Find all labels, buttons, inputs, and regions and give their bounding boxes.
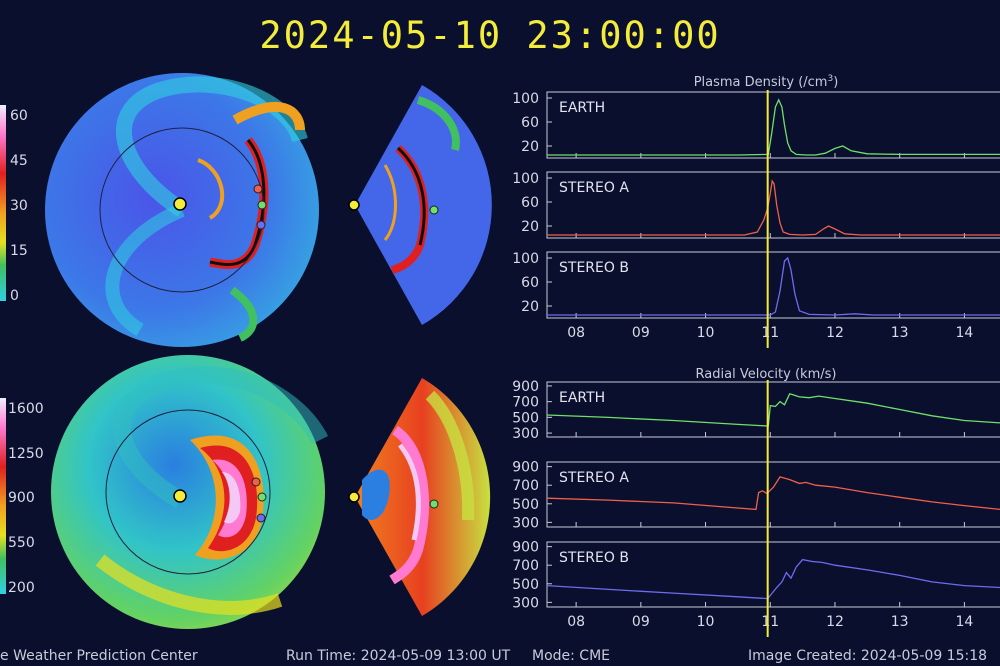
x-tick-label: 10 — [697, 614, 715, 630]
y-tick-label: 300 — [512, 595, 539, 611]
footer-image-created: Image Created: 2024-05-09 15:18 — [748, 648, 988, 664]
y-tick-label: 20 — [521, 139, 539, 155]
density-colorbar-tick: 0 — [10, 288, 19, 304]
x-tick-label: 10 — [697, 325, 715, 341]
y-tick-label: 300 — [512, 515, 539, 531]
y-tick-label: 20 — [521, 299, 539, 315]
y-tick-label: 60 — [521, 115, 539, 131]
sun-marker — [348, 491, 360, 503]
velocity-polar-map — [51, 355, 329, 629]
x-tick-label: 09 — [632, 614, 650, 630]
x-tick-label: 13 — [891, 614, 909, 630]
panel-frame — [546, 381, 1000, 438]
density-colorbar — [0, 105, 6, 301]
x-tick-label: 14 — [955, 325, 973, 341]
stereo-a-marker — [251, 477, 261, 487]
y-tick-label: 100 — [512, 91, 539, 107]
time-series-plots: Plasma Density (/cm3) Radial Velocity (k… — [512, 74, 1000, 637]
chart-title-main: Plasma Density (/cm — [694, 75, 828, 90]
panel-frame — [546, 541, 1000, 608]
velocity-colorbar-tick: 200 — [8, 580, 35, 596]
panel-label: STEREO A — [559, 180, 629, 196]
chart-title: Radial Velocity (km/s) — [696, 367, 837, 382]
model-maps: 60 45 30 15 0 1600 1250 900 550 200 — [0, 73, 492, 629]
y-tick-label: 60 — [521, 195, 539, 211]
y-tick-label: 100 — [512, 251, 539, 267]
density-wedge-map — [348, 85, 492, 325]
velocity-wedge-map — [348, 378, 491, 616]
chart-title-sup: 3 — [827, 74, 833, 84]
y-tick-label: 700 — [512, 558, 539, 574]
footer-bar: e Weather Prediction Center Run Time: 20… — [0, 646, 1000, 666]
sun-marker — [173, 489, 187, 503]
series-line — [546, 558, 1000, 600]
velocity-colorbar-tick: 900 — [8, 490, 35, 506]
stereo-a-marker — [253, 184, 263, 194]
earth-marker — [257, 492, 267, 502]
velocity-colorbar-tick: 550 — [8, 535, 35, 551]
density-colorbar-tick: 30 — [10, 198, 28, 214]
y-tick-label: 900 — [512, 379, 539, 395]
y-tick-label: 900 — [512, 540, 539, 556]
panel-label: EARTH — [559, 100, 605, 116]
x-tick-label: 13 — [891, 325, 909, 341]
density-polar-map — [45, 73, 319, 347]
series-line — [547, 179, 1000, 236]
panel-label: STEREO B — [559, 550, 629, 566]
density-colorbar-tick: 60 — [10, 108, 28, 124]
earth-marker — [429, 205, 439, 215]
y-tick-label: 500 — [512, 410, 539, 426]
series-line — [547, 256, 1000, 316]
x-tick-label: 11 — [761, 325, 779, 341]
y-tick-label: 700 — [512, 478, 539, 494]
y-tick-label: 700 — [512, 395, 539, 411]
chart-title-end: ) — [833, 75, 838, 90]
x-tick-label: 12 — [826, 325, 844, 341]
footer-run-time: Run Time: 2024-05-09 13:00 UT — [286, 648, 511, 664]
y-tick-label: 300 — [512, 426, 539, 442]
y-tick-label: 500 — [512, 577, 539, 593]
y-tick-label: 100 — [512, 171, 539, 187]
y-tick-label: 20 — [521, 219, 539, 235]
x-tick-label: 08 — [567, 325, 585, 341]
stereo-b-marker — [256, 220, 266, 230]
panel-frame — [546, 91, 1000, 159]
chart-title: Plasma Density (/cm3) — [694, 74, 839, 90]
panel-frame — [546, 461, 1000, 528]
x-tick-label: 14 — [955, 614, 973, 630]
sun-marker — [348, 199, 360, 211]
footer-center-name: e Weather Prediction Center — [0, 648, 198, 664]
x-tick-label: 12 — [826, 614, 844, 630]
series-line — [546, 393, 1000, 427]
earth-marker — [257, 200, 267, 210]
panel-frame — [546, 251, 1000, 319]
y-tick-label: 900 — [512, 460, 539, 476]
velocity-colorbar-tick: 1600 — [8, 401, 44, 417]
series-line — [546, 476, 1000, 511]
series-line — [547, 98, 1000, 156]
panel-label: STEREO B — [559, 260, 629, 276]
velocity-colorbar — [0, 398, 6, 594]
timestamp-title: 2024-05-10 23:00:00 — [259, 14, 721, 57]
earth-marker — [429, 499, 439, 509]
footer-mode: Mode: CME — [532, 648, 611, 664]
sun-marker — [173, 197, 187, 211]
density-colorbar-tick: 15 — [10, 243, 28, 259]
stereo-b-marker — [256, 513, 266, 523]
panel-label: EARTH — [559, 390, 605, 406]
y-tick-label: 60 — [521, 275, 539, 291]
x-tick-label: 08 — [567, 614, 585, 630]
x-tick-label: 09 — [632, 325, 650, 341]
y-tick-label: 500 — [512, 497, 539, 513]
panel-frame — [546, 171, 1000, 239]
panel-label: STEREO A — [559, 470, 629, 486]
x-tick-label: 11 — [761, 614, 779, 630]
density-colorbar-tick: 45 — [10, 153, 28, 169]
velocity-colorbar-tick: 1250 — [8, 446, 44, 462]
